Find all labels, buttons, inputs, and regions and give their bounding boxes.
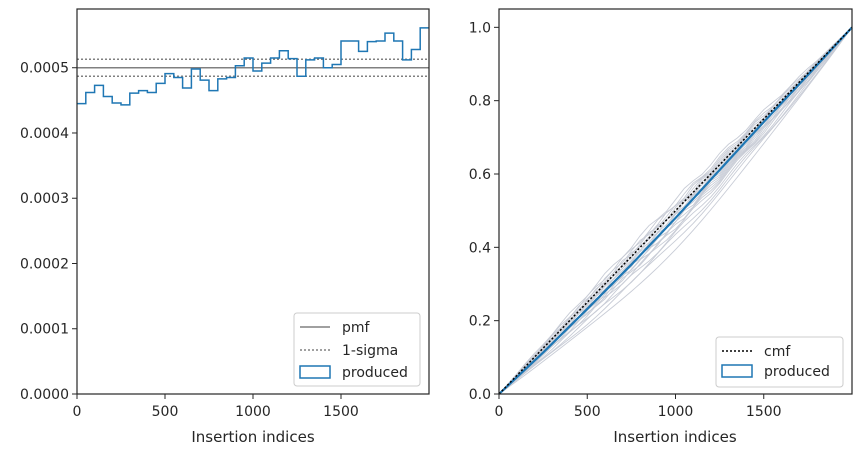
right-y-tick-label: 0.0	[469, 387, 491, 403]
right-y-tick-label: 1.0	[469, 20, 491, 36]
right-y-tick-label: 0.8	[469, 94, 491, 110]
produced-cdf-line	[498, 26, 853, 395]
left-y-tick-label: 0.0003	[20, 191, 69, 207]
right-y-tick-label: 0.2	[469, 314, 491, 330]
right-y-tick-label: 0.4	[469, 240, 491, 256]
left-y-tick-label: 0.0000	[20, 387, 69, 403]
ensemble-curve	[498, 27, 853, 395]
right-y-ticks: 0.0 0.2 0.4 0.6 0.8 1.0	[469, 20, 499, 403]
legend-produced-swatch	[299, 365, 331, 379]
right-legend: cmf produced	[715, 336, 844, 388]
legend-produced-label: produced	[342, 365, 408, 381]
produced-histogram-step	[77, 27, 429, 106]
left-x-tick-label: 0	[73, 404, 82, 420]
left-legend: pmf 1-sigma produced	[293, 312, 421, 387]
legend-produced-swatch-right	[721, 364, 753, 378]
left-y-ticks: 0.0000 0.0001 0.0002 0.0003 0.0004 0.0005	[20, 61, 77, 403]
ensemble-curve	[498, 27, 853, 395]
legend-produced-label-right: produced	[764, 364, 830, 380]
left-y-tick-label: 0.0005	[20, 61, 69, 77]
right-x-axis-label: Insertion indices	[613, 428, 736, 446]
left-x-axis-label: Insertion indices	[191, 428, 314, 446]
left-x-tick-label: 1000	[235, 404, 271, 420]
ensemble-curve	[498, 27, 853, 395]
right-x-tick-label: 0	[495, 404, 504, 420]
left-histogram-panel: 0.0000 0.0001 0.0002 0.0003 0.0004 0.0005 0 50…	[20, 8, 430, 446]
right-cmf-panel: 0.0 0.2 0.4 0.6 0.8 1.0 0 500 1000 1500 Insertio…	[469, 8, 853, 446]
right-x-ticks: 0 500 1000 1500	[495, 394, 782, 420]
left-y-tick-label: 0.0001	[20, 322, 69, 338]
legend-pmf-label: pmf	[342, 320, 371, 336]
right-x-tick-label: 1500	[746, 404, 782, 420]
cmf-line	[498, 26, 853, 395]
right-x-tick-label: 1000	[658, 404, 694, 420]
ensemble-curve	[498, 27, 853, 395]
left-x-ticks: 0 500 1000 1500	[73, 394, 359, 420]
left-y-tick-label: 0.0004	[20, 126, 69, 142]
right-y-tick-label: 0.6	[469, 167, 491, 183]
left-x-tick-label: 1500	[323, 404, 359, 420]
ensemble-curve	[498, 27, 853, 395]
ensemble-curve	[498, 27, 853, 395]
left-x-tick-label: 500	[152, 404, 179, 420]
right-x-tick-label: 500	[574, 404, 601, 420]
left-y-tick-label: 0.0002	[20, 256, 69, 272]
legend-sigma-label: 1-sigma	[342, 343, 398, 359]
ensemble-curve	[498, 27, 853, 395]
legend-cmf-label: cmf	[764, 344, 791, 360]
